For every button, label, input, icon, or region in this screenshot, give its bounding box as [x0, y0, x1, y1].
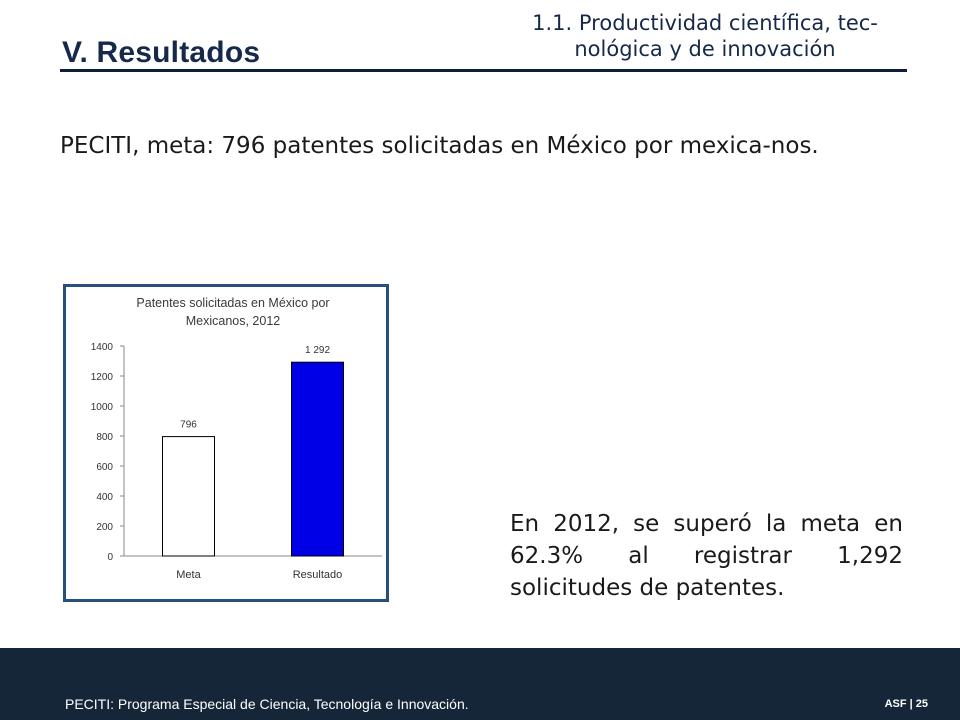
y-tick-label: 400 [96, 492, 113, 503]
y-tick-label: 1200 [91, 372, 114, 383]
y-tick-label: 1400 [91, 342, 114, 353]
bar-meta [162, 436, 215, 557]
y-tick-label: 200 [96, 522, 113, 533]
subtitle: 1.1. Productividad científica, tec- noló… [500, 10, 910, 62]
chart-container: Patentes solicitadas en México por Mexic… [63, 284, 389, 602]
bar-value-label: 796 [180, 420, 197, 431]
section-title: V. Resultados [62, 36, 261, 69]
y-tick-label: 600 [96, 462, 113, 473]
x-category-label: Meta [176, 569, 201, 581]
footer-note: PECITI: Programa Especial de Ciencia, Te… [65, 696, 469, 712]
y-tick-label: 0 [107, 552, 113, 563]
header-rule [60, 69, 907, 72]
plot-area: 0 200 400 600 800 1000 1200 1400 796 Meta 1 292 Res… [91, 342, 382, 581]
footer-bar: PECITI: Programa Especial de Ciencia, Te… [0, 648, 960, 720]
chart-title-line-1: Patentes solicitadas en México por [136, 296, 329, 310]
subtitle-line-1: 1.1. Productividad científica, tec- [532, 11, 878, 35]
x-category-label: Resultado [293, 569, 343, 581]
y-tick-label: 1000 [91, 402, 114, 413]
bar-value-label: 1 292 [305, 345, 330, 356]
summary-text: En 2012, se superó la meta en 62.3% al r… [510, 511, 903, 601]
y-tick-label: 800 [96, 432, 113, 443]
main-text: PECITI, meta: 796 patentes solicitadas e… [60, 133, 819, 159]
bar-chart: Patentes solicitadas en México por Mexic… [91, 296, 382, 581]
chart-title-line-2: Mexicanos, 2012 [186, 314, 281, 328]
subtitle-line-2: nológica y de innovación [574, 37, 836, 61]
page-number: ASF | 25 [884, 698, 928, 710]
bar-resultado [291, 361, 344, 557]
